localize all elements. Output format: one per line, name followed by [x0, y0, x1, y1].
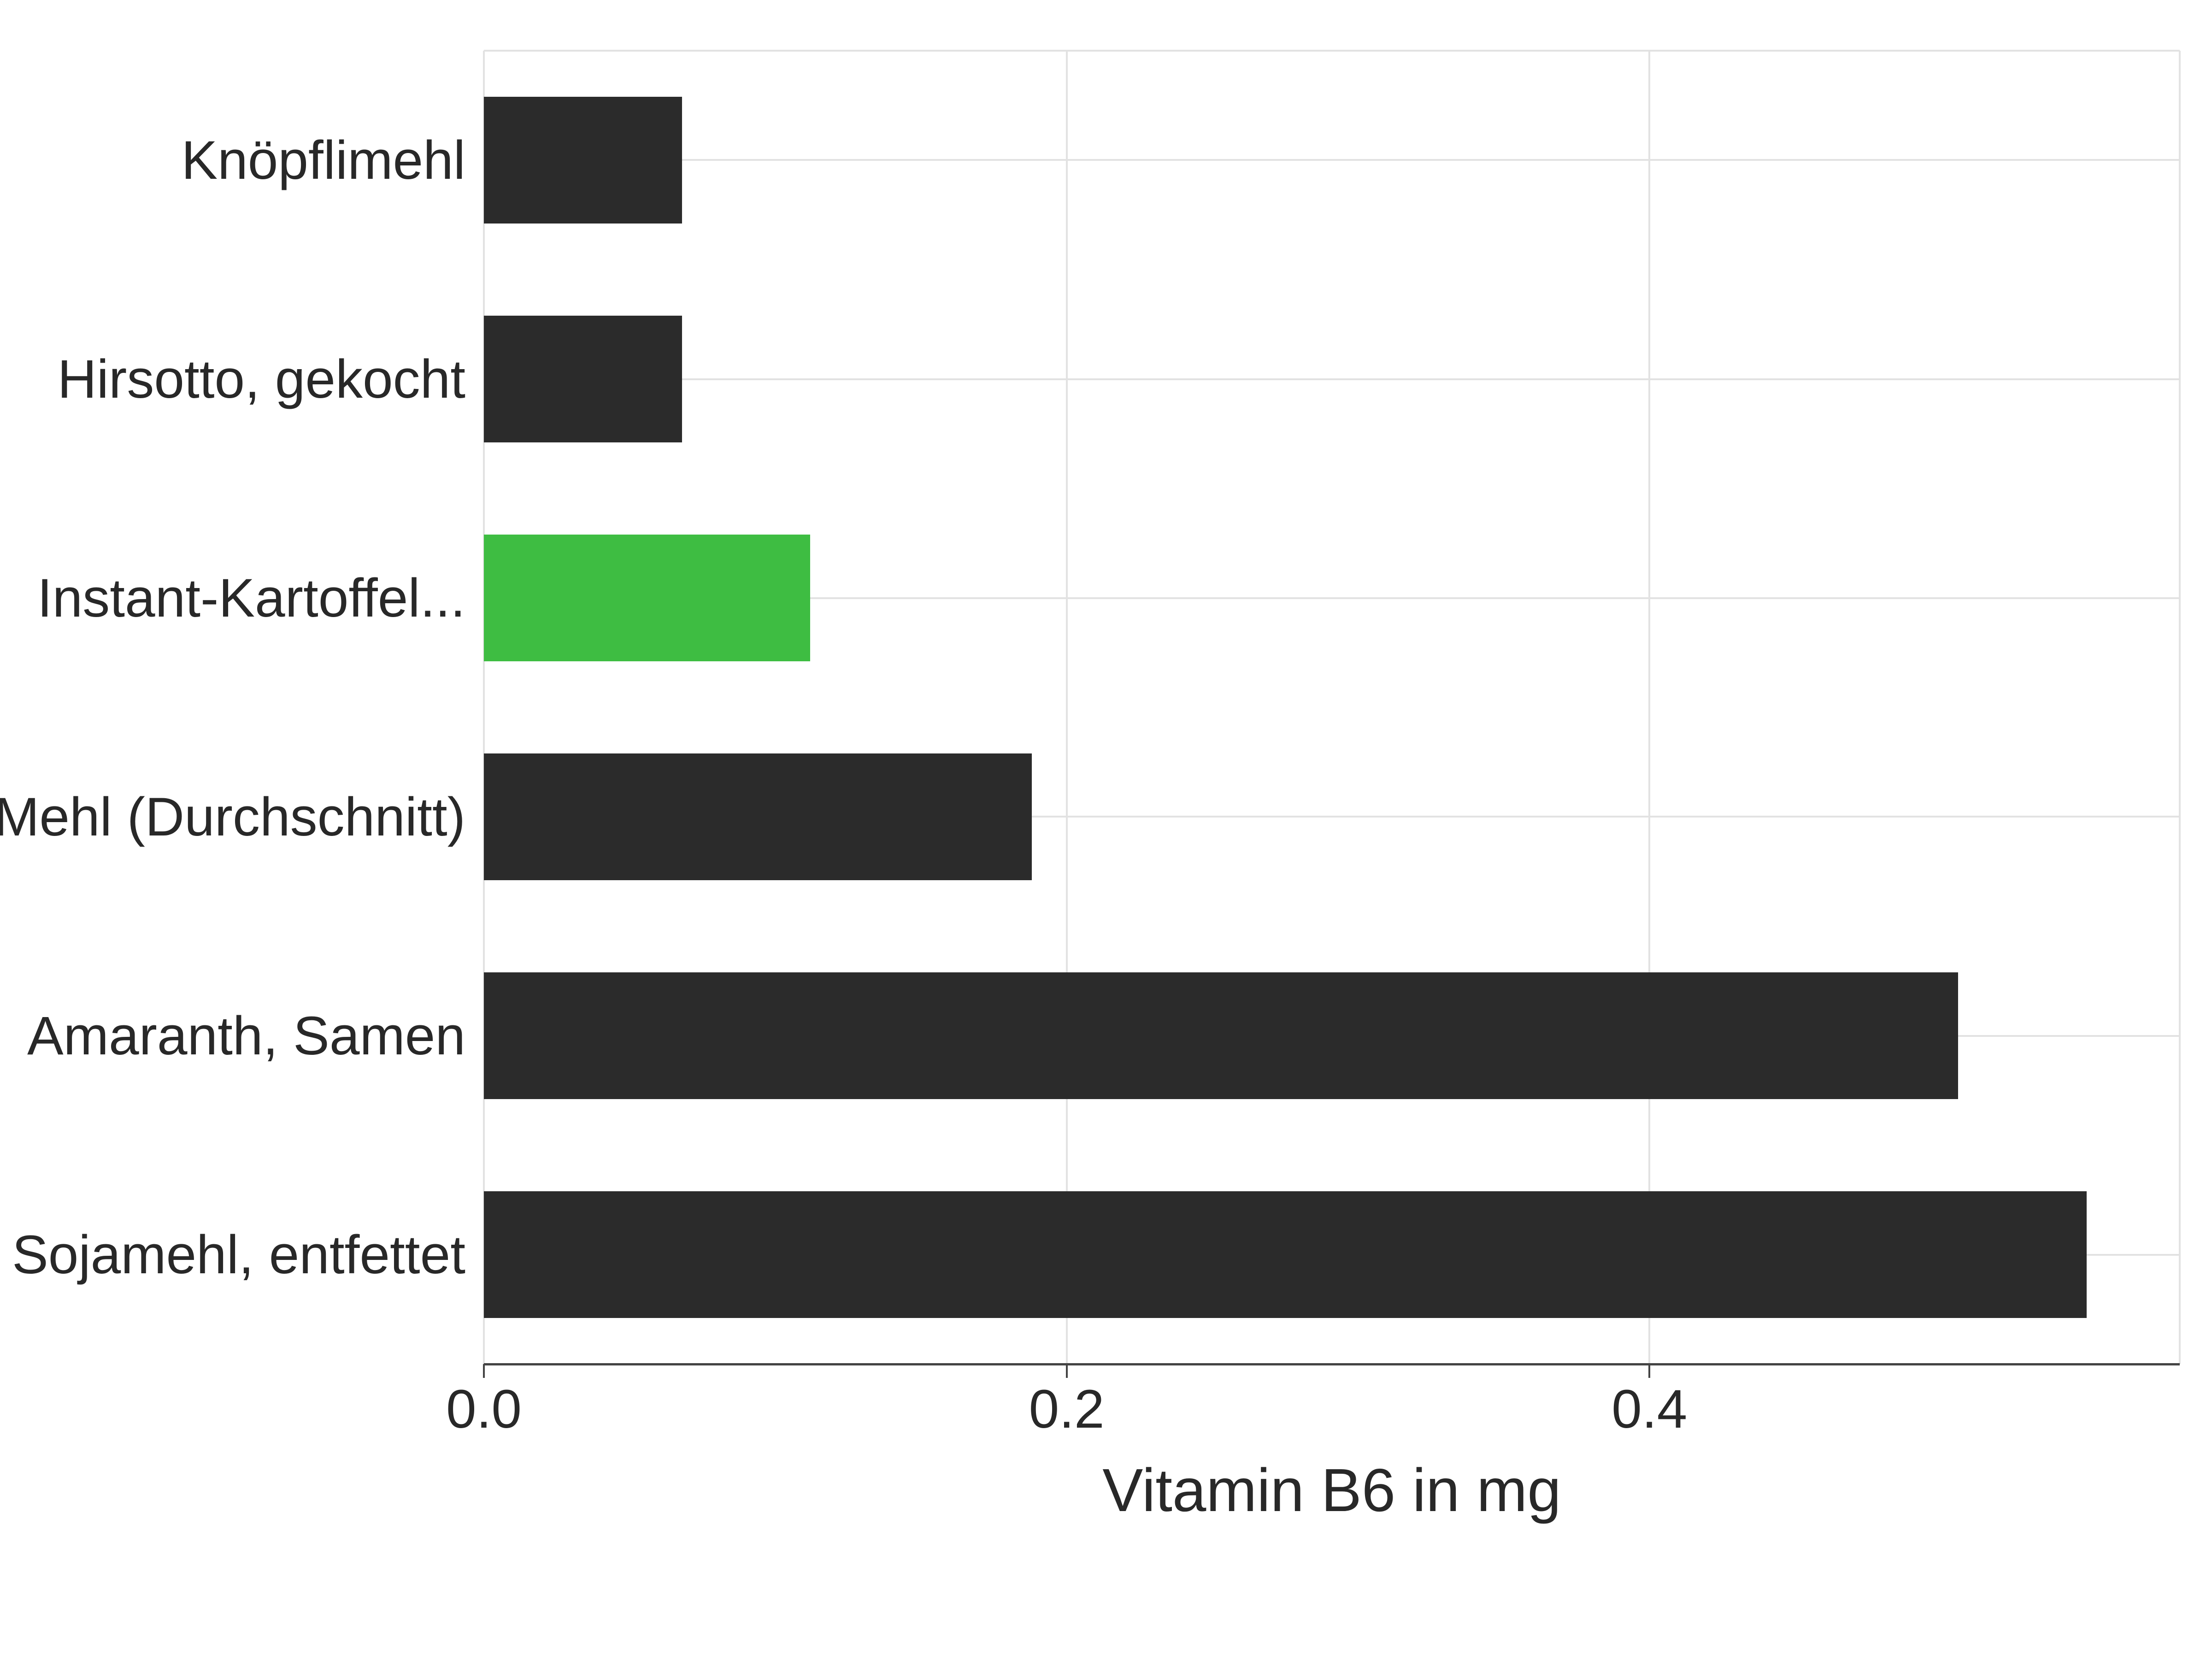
x-axis-title: Vitamin B6 in mg [484, 1455, 2180, 1525]
bar [484, 972, 1958, 1100]
x-tick-label: 0.4 [1612, 1364, 1687, 1441]
plot-border-top [484, 50, 2180, 52]
h-gridline [484, 378, 2180, 380]
bar [484, 535, 810, 662]
bar [484, 316, 682, 443]
gridline [1648, 51, 1650, 1364]
gridline [1066, 51, 1068, 1364]
gridline [483, 51, 485, 1364]
y-axis-label: Instant-Kartoffel... [37, 567, 484, 629]
vitamin-b6-bar-chart: 0.0 0.2 0.4 Knöpflimehl Hirsotto, gekocht Ins… [0, 0, 2212, 1659]
bar [484, 97, 682, 224]
x-tick-label: 0.2 [1029, 1364, 1105, 1441]
bar [484, 1191, 2087, 1318]
x-axis-line [484, 1363, 2180, 1365]
h-gridline [484, 159, 2180, 161]
x-tick-label: 0.0 [446, 1364, 522, 1441]
gridline [2179, 51, 2181, 1364]
y-axis-label: Amaranth, Samen [27, 1005, 484, 1067]
bar [484, 753, 1032, 881]
y-axis-label: Mehl (Durchschnitt) [0, 786, 484, 848]
y-axis-label: Hirsotto, gekocht [58, 348, 484, 411]
y-axis-label: Knöpflimehl [181, 129, 484, 192]
plot-area: 0.00.20.4KnöpflimehlHirsotto, gekochtIns… [484, 51, 2180, 1364]
y-axis-label: Sojamehl, entfettet [12, 1224, 484, 1286]
